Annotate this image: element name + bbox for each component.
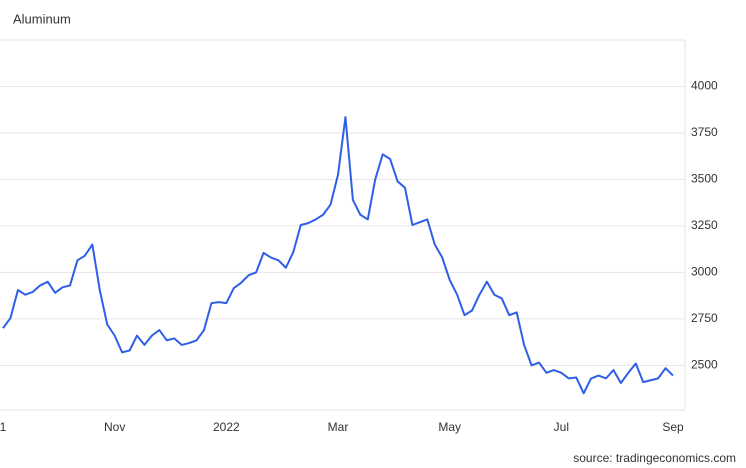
x-tick-label: Jul [554,420,569,434]
x-tick-label: 1 [0,420,7,434]
y-tick-label: 2500 [691,358,718,372]
y-tick-label: 2750 [691,311,718,325]
x-tick-label: Sep [662,420,684,434]
price-line [2,116,674,395]
x-tick-label: May [438,420,461,434]
y-tick-label: 4000 [691,79,718,93]
y-tick-label: 3750 [691,125,718,139]
x-tick-label: Nov [104,420,125,434]
x-tick-label: 2022 [213,420,240,434]
y-tick-label: 3500 [691,172,718,186]
y-tick-label: 3000 [691,265,718,279]
y-tick-label: 3250 [691,218,718,232]
x-tick-label: Mar [328,420,349,434]
source: source: tradingeconomics.com [573,451,736,465]
chart-title: Aluminum [13,11,71,26]
